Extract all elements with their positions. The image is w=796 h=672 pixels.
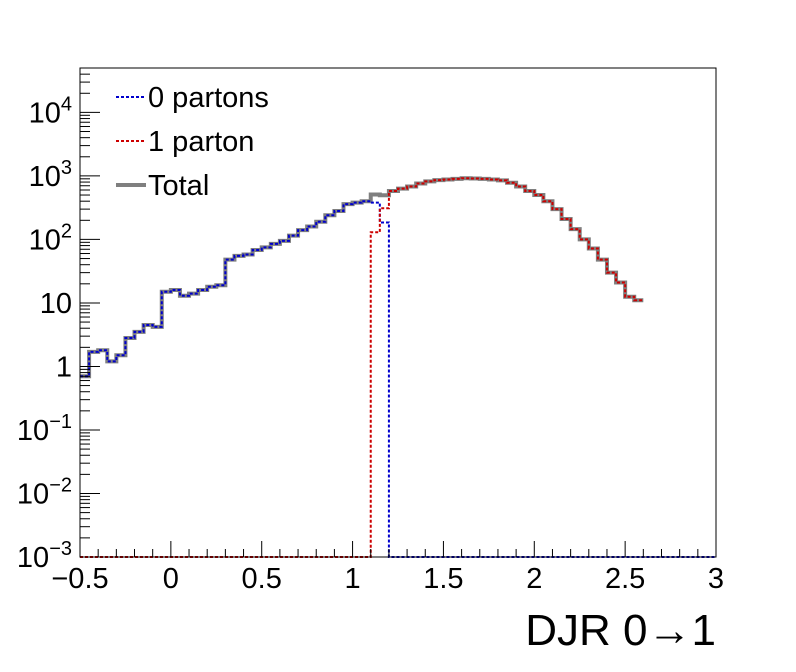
x-tick-label: −0.5: [51, 563, 108, 595]
series-line-1-parton: [80, 177, 644, 558]
x-axis-title: DJR 0→1: [525, 606, 716, 655]
y-tick-label: 1: [56, 351, 72, 383]
y-tick-label: 103: [29, 157, 72, 193]
x-tick-label: 1.5: [423, 563, 463, 595]
x-tick-label: 0.5: [242, 563, 282, 595]
y-tick-label: 102: [29, 220, 72, 256]
legend: 0 partons 1 parton Total: [116, 82, 269, 202]
ticks-layer: [79, 67, 717, 558]
tick-labels-layer: −0.5 0 0.5 1 1.5 2 2.5 3 10−3 10−2 10−1 1 10 102 103 10…: [17, 93, 724, 595]
x-tick-label: 3: [708, 563, 724, 595]
legend-label: Total: [148, 170, 209, 202]
x-tick-label: 0: [163, 563, 179, 595]
y-tick-label: 10−3: [17, 538, 72, 574]
y-tick-label: 10−2: [17, 474, 72, 510]
legend-label: 1 parton: [148, 126, 254, 158]
y-tick-label: 10: [40, 288, 72, 320]
legend-label: 0 partons: [148, 82, 269, 114]
x-tick-label: 2.5: [605, 563, 645, 595]
x-tick-label: 1: [345, 563, 361, 595]
y-tick-label: 10−1: [17, 411, 72, 447]
y-tick-label: 104: [29, 93, 72, 129]
x-tick-label: 2: [526, 563, 542, 595]
